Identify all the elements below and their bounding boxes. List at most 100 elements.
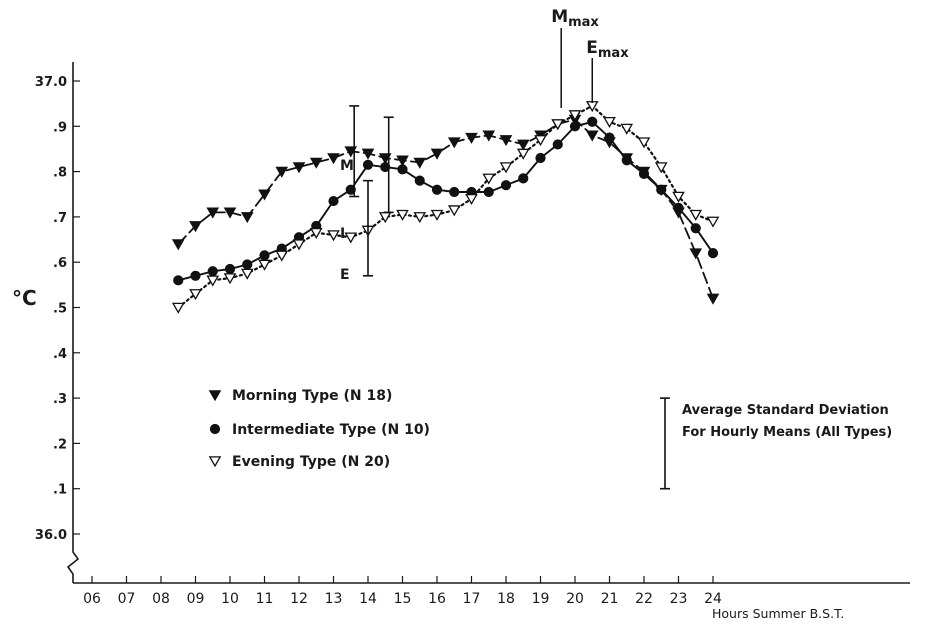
y-tick-label: .9 <box>53 120 67 135</box>
x-tick-label: 23 <box>670 591 688 607</box>
data-point <box>707 248 719 259</box>
data-point <box>690 223 701 234</box>
y-tick-label: .4 <box>53 347 67 362</box>
data-point <box>189 289 202 301</box>
data-point <box>585 130 599 142</box>
annotation-e-max: Emax <box>586 38 629 103</box>
data-point <box>447 205 461 217</box>
data-point <box>190 270 201 281</box>
data-point <box>551 119 565 131</box>
data-point <box>604 132 615 143</box>
data-point <box>430 209 444 221</box>
data-point <box>499 162 513 174</box>
data-point <box>689 209 703 221</box>
y-tick-label: .8 <box>53 166 67 181</box>
data-point <box>638 168 650 179</box>
data-point <box>327 153 340 165</box>
x-axis-title: Hours Summer B.S.T. <box>712 606 844 621</box>
error-bar <box>349 105 360 198</box>
data-point <box>482 173 496 185</box>
data-point <box>482 130 496 142</box>
x-tick-label: 06 <box>83 591 101 607</box>
x-tick-label: 09 <box>187 591 205 607</box>
error-bar <box>383 116 394 214</box>
data-point <box>396 209 409 221</box>
x-tick-label: 14 <box>359 591 377 607</box>
data-point <box>328 195 339 207</box>
x-tick-label: 13 <box>325 591 343 607</box>
legend-item-e: Evening Type (N 20) <box>208 454 390 470</box>
data-point <box>223 207 237 219</box>
data-point <box>535 152 546 164</box>
data-point <box>275 250 289 262</box>
data-point <box>430 148 444 160</box>
data-point <box>362 159 374 170</box>
y-tick-label: .2 <box>53 437 67 452</box>
data-point <box>345 184 356 195</box>
data-point <box>414 175 425 186</box>
data-point <box>603 116 616 129</box>
x-tick-label: 17 <box>463 591 481 607</box>
series-e <box>171 101 720 314</box>
series-layer: M I E <box>171 101 720 314</box>
x-tick-label: 21 <box>601 591 619 607</box>
x-tick-label: 12 <box>290 591 308 607</box>
data-point <box>209 423 221 435</box>
data-point <box>499 135 513 147</box>
legend: Morning Type (N 18) Intermediate Type (N … <box>208 388 892 490</box>
data-point <box>206 275 220 287</box>
data-point <box>292 239 306 251</box>
data-point <box>258 259 271 271</box>
x-tick-label: 19 <box>532 591 550 607</box>
sd-note-line2: For Hourly Means (All Types) <box>682 425 892 440</box>
data-point <box>275 166 289 178</box>
data-point <box>587 116 598 127</box>
data-point <box>397 164 408 175</box>
error-bar <box>363 179 373 277</box>
series-i <box>173 116 719 286</box>
data-point <box>534 135 547 147</box>
data-point <box>240 268 254 280</box>
legend-label: Evening Type (N 20) <box>232 454 390 470</box>
x-tick-label: 11 <box>256 591 274 607</box>
data-point <box>380 161 391 173</box>
annotation-m-max: Mmax <box>551 7 599 108</box>
data-point <box>361 148 375 160</box>
data-point <box>344 232 358 244</box>
y-tick-label: .6 <box>53 256 67 271</box>
data-point <box>672 191 685 203</box>
data-point <box>309 157 323 169</box>
annotation-sub: max <box>568 15 599 30</box>
data-point <box>173 275 184 286</box>
axes: 37.0 .9 .8 .7 .6 .5 .4 .3 .2 .1 36.0 06 07 08 09 10 11 12… <box>35 62 910 607</box>
x-tick-label: 15 <box>394 591 412 607</box>
legend-label: Morning Type (N 18) <box>232 388 392 404</box>
data-point <box>240 212 254 224</box>
data-point <box>637 137 651 149</box>
annotation-sub: max <box>598 46 629 61</box>
data-point <box>292 162 306 174</box>
sd-note: Average Standard Deviation For Hourly Mea… <box>660 397 892 490</box>
x-tick-label: 18 <box>497 591 515 607</box>
data-point <box>189 221 202 233</box>
data-point <box>309 227 323 240</box>
y-tick-label: .5 <box>53 302 67 317</box>
x-tick-label: 24 <box>704 591 722 607</box>
y-axis-line <box>66 62 80 583</box>
data-point <box>706 293 720 305</box>
data-point <box>516 148 530 160</box>
data-point <box>552 139 563 150</box>
data-point <box>620 123 634 135</box>
x-tick-label: 08 <box>152 591 170 607</box>
y-tick-label: .7 <box>53 211 67 226</box>
data-point <box>223 273 237 285</box>
data-point <box>706 216 720 228</box>
data-point <box>673 202 684 213</box>
data-point <box>259 250 270 261</box>
series-line <box>177 118 714 300</box>
y-tick-label: .3 <box>53 392 67 407</box>
data-point <box>242 259 253 270</box>
x-tick-label: 07 <box>118 591 136 607</box>
